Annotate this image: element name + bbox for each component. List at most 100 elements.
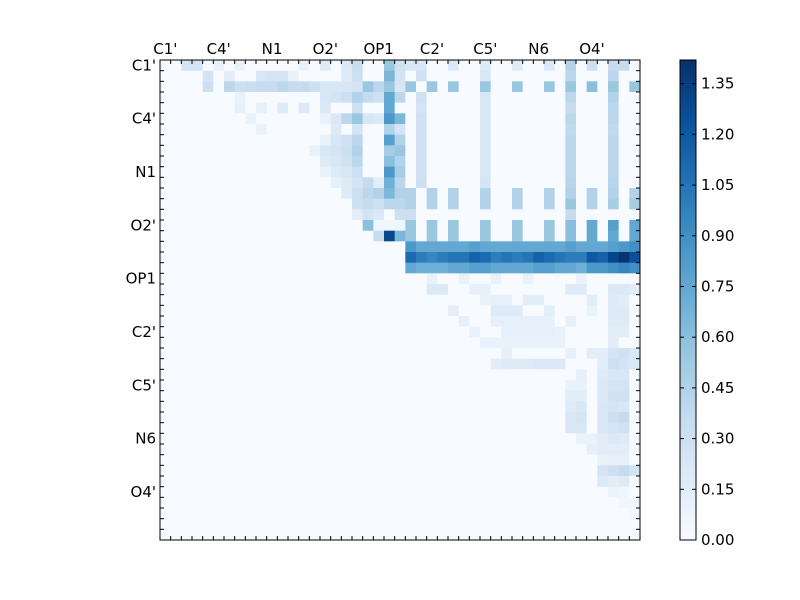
heatmap-cell — [490, 486, 502, 498]
heatmap-cell — [533, 156, 545, 168]
heatmap-cell — [224, 369, 236, 381]
heatmap-cell — [394, 113, 406, 125]
heatmap-cell — [394, 166, 406, 178]
heatmap-cell — [554, 433, 566, 445]
heatmap-cell — [277, 316, 289, 328]
heatmap-cell — [224, 252, 236, 264]
heatmap-cell — [426, 369, 438, 381]
heatmap-cell — [512, 326, 524, 338]
heatmap-cell — [373, 444, 385, 456]
heatmap-cell — [394, 486, 406, 498]
heatmap-cell — [597, 369, 609, 381]
heatmap-cell — [288, 252, 300, 264]
heatmap-cell — [384, 262, 396, 274]
heatmap-cell — [298, 465, 310, 477]
heatmap-cell — [554, 326, 566, 338]
heatmap-cell — [576, 188, 588, 200]
heatmap-cell — [437, 369, 449, 381]
heatmap-cell — [469, 124, 481, 136]
heatmap-cell — [202, 198, 214, 210]
heatmap-cell — [448, 412, 460, 424]
heatmap-cell — [384, 486, 396, 498]
heatmap-cell — [170, 305, 182, 317]
heatmap-cell — [384, 60, 396, 72]
heatmap-cell — [608, 518, 620, 530]
heatmap-cell — [181, 444, 193, 456]
heatmap-cell — [160, 529, 172, 541]
heatmap-cell — [629, 230, 641, 242]
heatmap-cell — [597, 316, 609, 328]
heatmap-cell — [202, 369, 214, 381]
heatmap-cell — [320, 188, 332, 200]
heatmap-cell — [554, 369, 566, 381]
heatmap-cell — [544, 390, 556, 402]
heatmap-cell — [298, 358, 310, 370]
heatmap-cell — [245, 422, 257, 434]
heatmap-cell — [501, 198, 513, 210]
heatmap-cell — [416, 273, 428, 285]
heatmap-cell — [586, 305, 598, 317]
heatmap-cell — [373, 220, 385, 232]
heatmap-cell — [213, 444, 225, 456]
heatmap-cell — [576, 92, 588, 104]
heatmap-cell — [480, 156, 492, 168]
heatmap-cell — [501, 433, 513, 445]
heatmap-cell — [277, 401, 289, 413]
heatmap-cell — [330, 294, 342, 306]
heatmap-cell — [234, 134, 246, 146]
heatmap-cell — [597, 92, 609, 104]
heatmap-cell — [426, 412, 438, 424]
heatmap-cell — [522, 465, 534, 477]
heatmap-cell — [426, 390, 438, 402]
heatmap-cell — [160, 380, 172, 392]
heatmap-cell — [160, 209, 172, 221]
heatmap-cell — [608, 113, 620, 125]
heatmap-cell — [160, 241, 172, 253]
heatmap-cell — [160, 326, 172, 338]
heatmap-cell — [213, 230, 225, 242]
heatmap-cell — [469, 433, 481, 445]
heatmap-cell — [160, 454, 172, 466]
heatmap-cell — [224, 486, 236, 498]
heatmap-cell — [512, 166, 524, 178]
heatmap-cell — [480, 284, 492, 296]
heatmap-cell — [384, 529, 396, 541]
heatmap-cell — [554, 273, 566, 285]
heatmap-cell — [394, 284, 406, 296]
heatmap-cell — [170, 497, 182, 509]
heatmap-cell — [288, 518, 300, 530]
heatmap-cell — [234, 284, 246, 296]
heatmap-cell — [320, 230, 332, 242]
heatmap-cell — [170, 273, 182, 285]
heatmap-cell — [469, 508, 481, 520]
heatmap-cell — [426, 422, 438, 434]
heatmap-cell — [458, 113, 470, 125]
heatmap-cell — [416, 230, 428, 242]
heatmap-cell — [608, 145, 620, 157]
heatmap-cell — [426, 529, 438, 541]
heatmap-cell — [298, 390, 310, 402]
heatmap-cell — [501, 220, 513, 232]
heatmap-cell — [437, 454, 449, 466]
heatmap-cell — [458, 294, 470, 306]
heatmap-cell — [373, 486, 385, 498]
heatmap-cell — [522, 113, 534, 125]
heatmap-cell — [384, 113, 396, 125]
heatmap-cell — [373, 433, 385, 445]
heatmap-cell — [256, 209, 268, 221]
x-axis-ticks — [159, 60, 641, 540]
heatmap-cell — [565, 262, 577, 274]
heatmap-cell — [565, 422, 577, 434]
heatmap-cell — [597, 209, 609, 221]
heatmap-cell — [437, 326, 449, 338]
heatmap-cell — [170, 220, 182, 232]
heatmap-cell — [533, 369, 545, 381]
heatmap-cell — [256, 273, 268, 285]
heatmap-cell — [320, 358, 332, 370]
heatmap-cell — [629, 348, 641, 360]
heatmap-cell — [362, 465, 374, 477]
heatmap-cell — [629, 412, 641, 424]
heatmap-cell — [522, 486, 534, 498]
heatmap-cell — [576, 156, 588, 168]
heatmap-cell — [192, 81, 204, 93]
